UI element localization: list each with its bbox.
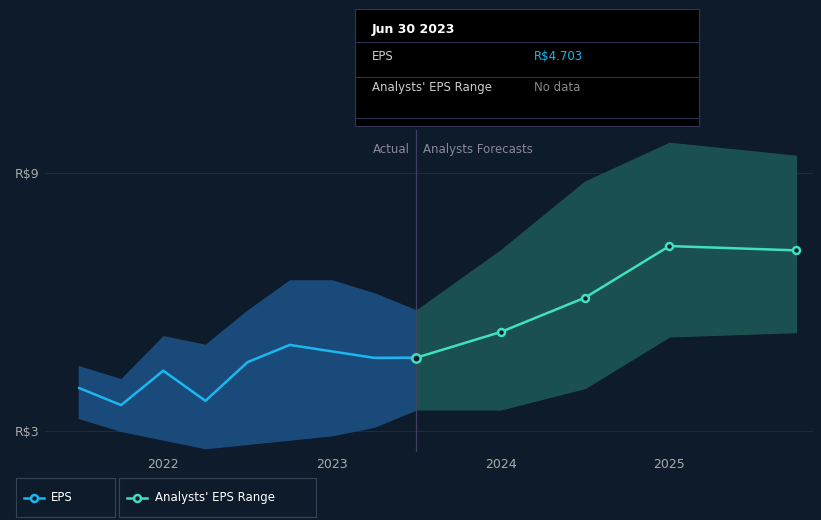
Text: Actual: Actual	[373, 143, 410, 156]
Text: Analysts' EPS Range: Analysts' EPS Range	[154, 491, 274, 504]
Text: No data: No data	[534, 81, 580, 95]
Text: EPS: EPS	[51, 491, 72, 504]
Text: EPS: EPS	[372, 50, 393, 63]
Text: R$4.703: R$4.703	[534, 50, 583, 63]
Text: Analysts Forecasts: Analysts Forecasts	[423, 143, 533, 156]
Text: Jun 30 2023: Jun 30 2023	[372, 23, 456, 36]
Text: Analysts' EPS Range: Analysts' EPS Range	[372, 81, 492, 95]
